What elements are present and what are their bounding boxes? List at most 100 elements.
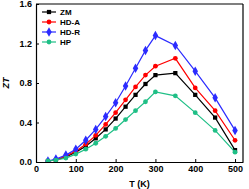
marker	[133, 93, 137, 97]
legend-label: ZM	[60, 8, 72, 17]
x-tick: 100	[69, 159, 84, 174]
marker	[133, 108, 138, 113]
legend-marker	[46, 27, 51, 36]
marker	[213, 108, 218, 113]
legend-item: HP	[42, 38, 72, 47]
series-line	[48, 36, 235, 161]
marker	[123, 105, 127, 109]
marker	[93, 141, 98, 146]
legend-marker	[47, 20, 52, 25]
marker	[153, 73, 157, 77]
x-axis: 0 100 200 300 400 500	[34, 159, 244, 174]
marker	[133, 85, 138, 90]
x-tick-mark	[195, 159, 196, 162]
marker	[63, 156, 68, 161]
legend: ZMHD-AHD-RHP	[42, 8, 80, 47]
y-tick-label: 1.2	[19, 39, 32, 49]
y-tick-label: 0.0	[19, 157, 32, 167]
marker	[63, 150, 68, 159]
marker	[104, 127, 108, 131]
chart: 0 100 200 300 400 500 0.0 0.4 0.8 1.2 1.6 ZMHD-AHD-…	[0, 0, 249, 189]
marker	[113, 110, 118, 115]
marker	[233, 138, 238, 143]
x-tick-label: 100	[69, 164, 84, 174]
marker	[213, 115, 217, 119]
marker	[153, 31, 158, 40]
y-tick: 0.8	[19, 78, 39, 88]
marker	[103, 122, 108, 127]
marker	[46, 159, 51, 162]
marker	[123, 97, 128, 102]
marker	[213, 128, 218, 133]
y-tick-mark	[36, 44, 39, 45]
plot: 0 100 200 300 400 500 0.0 0.4 0.8 1.2 1.6 ZMHD-AHD-…	[19, 0, 243, 174]
x-tick-label: 0	[34, 164, 39, 174]
y-tick-label: 1.6	[19, 0, 32, 9]
marker	[103, 112, 108, 121]
marker	[83, 147, 88, 152]
y-tick-label: 0.8	[19, 78, 32, 88]
x-tick-label: 500	[228, 164, 243, 174]
marker	[173, 56, 178, 61]
marker	[53, 154, 58, 162]
marker	[193, 110, 198, 115]
frame-top	[36, 3, 243, 4]
y-tick-mark	[36, 162, 39, 163]
marker	[73, 152, 78, 157]
marker	[103, 134, 108, 139]
x-tick-mark	[76, 159, 77, 162]
marker	[193, 93, 197, 97]
legend-label: HP	[60, 38, 72, 47]
marker	[46, 159, 51, 162]
marker	[46, 159, 50, 162]
legend-marker	[47, 10, 51, 14]
y-tick: 1.6	[19, 0, 39, 9]
legend-item: HD-R	[42, 27, 80, 37]
y-tick-mark	[36, 83, 39, 84]
y-axis: 0.0 0.4 0.8 1.2 1.6	[19, 0, 39, 167]
y-tick-label: 0.4	[19, 118, 32, 128]
marker	[143, 46, 148, 55]
x-tick-label: 400	[188, 164, 203, 174]
marker	[54, 158, 59, 162]
marker	[173, 71, 177, 75]
marker	[143, 82, 147, 86]
y-axis-title: ZT	[1, 76, 11, 89]
marker	[133, 63, 138, 72]
frame-right	[242, 4, 243, 162]
marker	[45, 156, 50, 162]
legend-item: ZM	[42, 8, 72, 17]
marker	[54, 158, 58, 162]
marker	[153, 64, 158, 69]
marker	[193, 86, 198, 91]
marker	[113, 126, 118, 131]
marker	[83, 136, 88, 145]
y-tick-mark	[36, 123, 39, 124]
x-tick-label: 200	[109, 164, 124, 174]
marker	[212, 93, 217, 102]
marker	[153, 89, 158, 94]
marker	[143, 73, 148, 78]
marker	[173, 93, 178, 98]
legend-item: HD-A	[42, 18, 80, 27]
series-group	[45, 31, 238, 162]
marker	[233, 150, 238, 155]
marker	[113, 98, 118, 107]
y-tick: 0.4	[19, 118, 39, 128]
marker	[143, 99, 148, 104]
x-tick-mark	[116, 159, 117, 162]
series-line	[48, 92, 235, 161]
x-tick-label: 300	[148, 164, 163, 174]
marker	[123, 81, 128, 90]
x-tick: 500	[228, 159, 243, 174]
x-tick: 400	[188, 159, 203, 174]
marker	[192, 66, 197, 75]
x-tick-mark	[155, 159, 156, 162]
y-tick: 1.2	[19, 39, 39, 49]
marker	[232, 126, 237, 135]
x-tick: 300	[148, 159, 163, 174]
marker	[113, 116, 117, 120]
marker	[93, 125, 98, 134]
x-tick: 200	[109, 159, 124, 174]
y-tick: 0.0	[19, 157, 39, 167]
